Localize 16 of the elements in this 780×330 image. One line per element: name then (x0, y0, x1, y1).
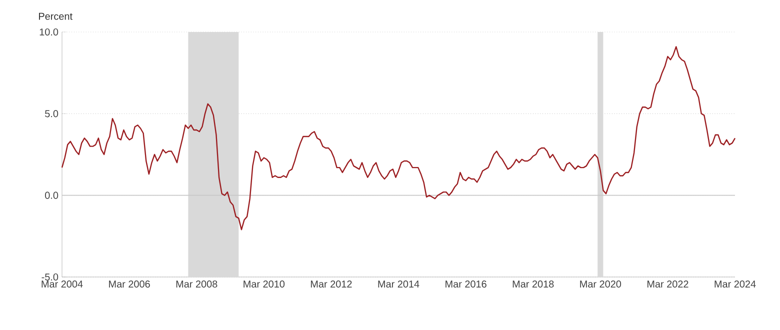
y-tick-label: 10.0 (40, 28, 58, 36)
y-tick-label: 0.0 (45, 192, 58, 199)
x-tick-label: Mar 2018 (512, 280, 554, 288)
x-tick-label: Mar 2008 (176, 280, 218, 288)
x-tick-label: Mar 2010 (244, 280, 285, 288)
x-tick-label: Mar 2012 (310, 280, 352, 288)
x-tick-label: Mar 2016 (446, 280, 486, 288)
x-tick-label: Mar 2004 (42, 280, 83, 288)
x-tick-label: Mar 2024 (714, 280, 756, 288)
y-tick-label: -5.0 (42, 273, 58, 281)
y-tick-label: 5.0 (45, 110, 58, 118)
x-tick-label: Mar 2020 (580, 280, 622, 288)
y-axis-title: Percent (39, 12, 72, 20)
x-tick-label: Mar 2014 (378, 280, 420, 288)
x-tick-label: Mar 2006 (109, 280, 150, 288)
x-tick-label: Mar 2022 (647, 280, 688, 288)
